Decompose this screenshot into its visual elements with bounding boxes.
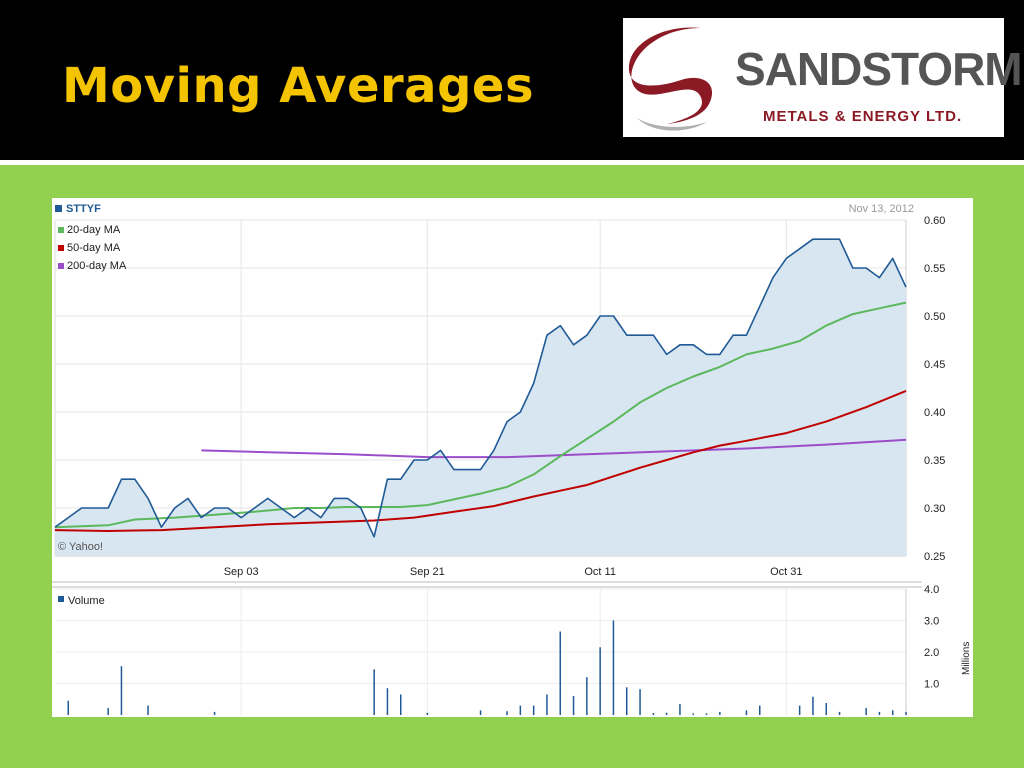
volume-bar xyxy=(107,708,109,715)
volume-bar xyxy=(586,677,588,715)
volume-label: Volume xyxy=(68,595,105,607)
volume-bar xyxy=(532,705,535,715)
volume-bar xyxy=(745,710,748,715)
stock-chart-panel: 0.60 0.55 0.50 0.45 0.40 0.35 0.30 0.25 Sep 03 S… xyxy=(52,198,973,717)
volume-bar xyxy=(652,713,655,715)
legend-50day: 50-day MA xyxy=(67,242,121,254)
price-area-fill xyxy=(55,239,906,556)
volume-bar xyxy=(878,711,881,715)
volume-bar xyxy=(612,620,615,715)
price-y-tick-label: 0.25 xyxy=(924,551,945,563)
volume-y-axis: 4.0 3.0 2.0 1.0 xyxy=(924,584,939,691)
volume-unit-label: Millions xyxy=(961,642,972,675)
volume-bar xyxy=(665,712,668,715)
volume-bar xyxy=(386,688,389,715)
volume-bar xyxy=(519,705,522,715)
slide-title: Moving Averages xyxy=(62,58,535,114)
volume-bar xyxy=(692,713,694,715)
price-y-tick-label: 0.50 xyxy=(924,311,945,323)
volume-bar xyxy=(479,710,482,715)
legend-swatch-50day xyxy=(58,245,64,251)
x-tick-label: Sep 21 xyxy=(410,566,445,578)
volume-bar xyxy=(639,689,641,715)
ma-legend: 20-day MA 50-day MA 200-day MA xyxy=(58,224,127,272)
volume-bar xyxy=(905,711,907,715)
volume-bar xyxy=(400,694,402,715)
volume-bar xyxy=(705,713,708,715)
volume-bar xyxy=(798,705,801,715)
price-y-axis: 0.60 0.55 0.50 0.45 0.40 0.35 0.30 0.25 xyxy=(924,215,945,563)
volume-bar xyxy=(572,696,575,715)
volume-legend-swatch xyxy=(58,596,64,602)
price-y-tick-label: 0.40 xyxy=(924,407,945,419)
volume-bar xyxy=(892,710,894,715)
price-y-tick-label: 0.55 xyxy=(924,263,945,275)
ma50-line xyxy=(54,389,907,532)
volume-bar xyxy=(626,687,628,715)
yahoo-credit: © Yahoo! xyxy=(58,541,103,553)
volume-y-tick-label: 2.0 xyxy=(924,647,939,659)
price-y-tick-label: 0.35 xyxy=(924,455,945,467)
symbol-label: STTYF xyxy=(66,203,101,215)
price-line xyxy=(54,238,907,538)
volume-y-tick-label: 3.0 xyxy=(924,616,939,628)
date-x-axis: Sep 03 Sep 21 Oct 11 Oct 31 xyxy=(224,566,803,578)
logo-subtitle: METALS & ENERGY LTD. xyxy=(763,108,963,125)
volume-bar xyxy=(120,666,123,715)
volume-bars xyxy=(67,620,907,715)
x-tick-label: Sep 03 xyxy=(224,566,259,578)
chart-date: Nov 13, 2012 xyxy=(849,203,914,215)
volume-bar xyxy=(679,704,681,715)
price-y-tick-label: 0.30 xyxy=(924,503,945,515)
volume-bar xyxy=(838,711,841,715)
x-tick-label: Oct 31 xyxy=(770,566,802,578)
volume-y-tick-label: 1.0 xyxy=(924,679,939,691)
volume-bar xyxy=(426,712,429,715)
volume-grid xyxy=(55,588,907,715)
volume-y-tick-label: 4.0 xyxy=(924,584,939,596)
volume-bar xyxy=(865,708,867,715)
stock-chart: 0.600.550.500.450.400.350.300.25 Sep 03 S… xyxy=(52,203,972,715)
volume-bar xyxy=(719,711,721,715)
chart-lines xyxy=(54,238,907,538)
logo-swoosh-icon xyxy=(628,27,713,131)
price-y-tick-label: 0.60 xyxy=(924,215,945,227)
volume-bar xyxy=(825,703,827,715)
header-divider xyxy=(0,160,1024,165)
volume-bar xyxy=(559,631,561,715)
logo-name: SANDSTORM xyxy=(735,43,1023,95)
volume-bar xyxy=(812,696,814,715)
volume-bar xyxy=(506,711,508,715)
volume-bar xyxy=(213,711,216,715)
legend-swatch-200day xyxy=(58,263,64,269)
volume-bar xyxy=(147,705,149,715)
volume-bar xyxy=(67,700,69,715)
legend-20day: 20-day MA xyxy=(67,224,121,236)
price-y-tick-label: 0.45 xyxy=(924,359,945,371)
volume-bar xyxy=(546,694,548,715)
volume-bar xyxy=(599,647,601,715)
x-tick-label: Oct 11 xyxy=(584,566,616,578)
volume-bar xyxy=(759,705,761,715)
legend-200day: 200-day MA xyxy=(67,260,127,272)
symbol-legend-swatch xyxy=(55,205,62,212)
legend-swatch-20day xyxy=(58,227,64,233)
volume-bar xyxy=(373,669,375,715)
ma200-line xyxy=(201,438,907,459)
company-logo: SANDSTORM METALS & ENERGY LTD. xyxy=(623,18,1023,137)
